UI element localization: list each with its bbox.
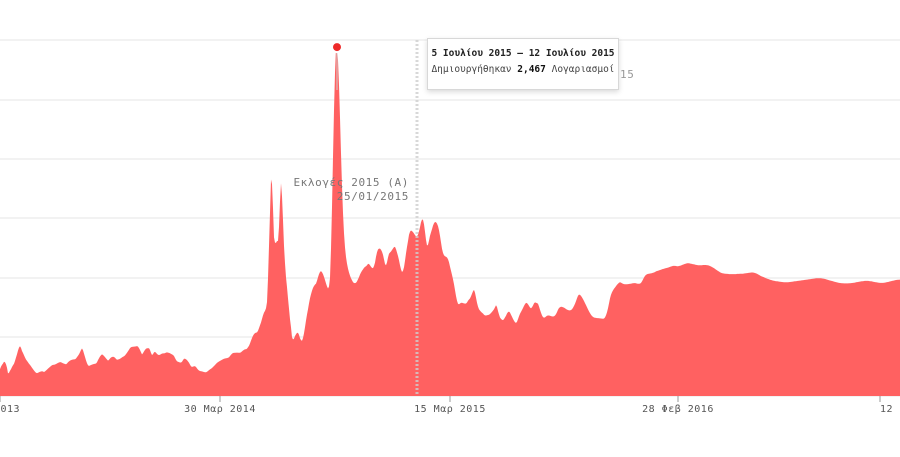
- x-axis-ticks: 2013 30 Μαρ 2014 15 Μαρ 2015 28 Φεβ 2016 12 …: [0, 396, 900, 415]
- tooltip-date-range: 5 Ιουλίου 2015 – 12 Ιουλίου 2015: [431, 48, 615, 59]
- x-tick-label: 30 Μαρ 2014: [184, 404, 256, 415]
- x-tick-label: 15 Μαρ 2015: [414, 404, 486, 415]
- tooltip-value: 2,467: [517, 64, 546, 75]
- x-tick-label: 12 Φ: [880, 404, 900, 415]
- accounts-area-series[interactable]: [0, 47, 900, 396]
- annotation-date: 25/01/2015: [337, 190, 409, 203]
- tooltip-value-line: Δημιουργήθηκαν 2,467 Λογαριασμοί: [428, 64, 618, 75]
- tooltip-suffix: Λογαριασμοί: [551, 64, 615, 75]
- hover-clipped-label: 15: [620, 68, 634, 81]
- annotation-label: Εκλογές 2015 (A): [293, 176, 409, 189]
- x-tick-label: 28 Φεβ 2016: [642, 404, 714, 415]
- x-tick-label: 2013: [0, 404, 20, 415]
- peak-data-point[interactable]: [331, 41, 343, 54]
- data-tooltip: 5 Ιουλίου 2015 – 12 Ιουλίου 2015 Δημιουρ…: [427, 38, 619, 90]
- tooltip-prefix: Δημιουργήθηκαν: [431, 64, 512, 75]
